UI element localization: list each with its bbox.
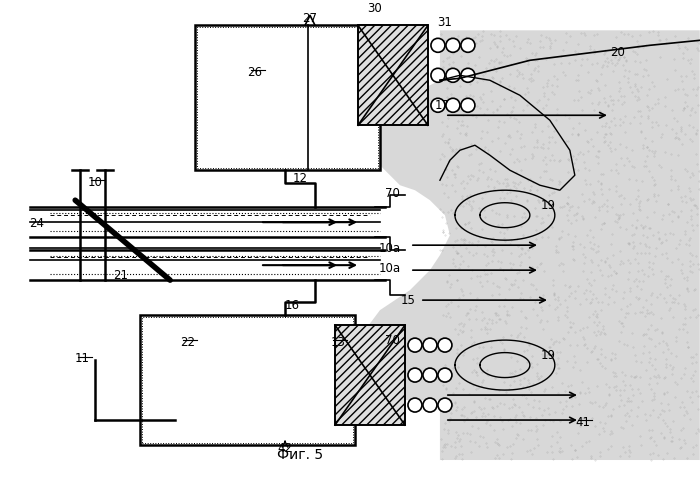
Text: 22: 22 (181, 336, 195, 349)
Text: 30: 30 (368, 2, 382, 15)
Bar (335, 325, 405, 425)
Bar (197, 27, 378, 168)
Bar (142, 317, 353, 443)
Text: 11: 11 (75, 352, 90, 365)
Text: 10a: 10a (379, 262, 401, 275)
Circle shape (423, 338, 437, 352)
Circle shape (408, 398, 422, 412)
Text: 15: 15 (400, 294, 415, 307)
Text: 13: 13 (330, 336, 345, 349)
Text: 70: 70 (384, 187, 400, 200)
Circle shape (431, 98, 445, 112)
Circle shape (446, 38, 460, 52)
Text: 21: 21 (113, 269, 127, 281)
Text: 31: 31 (438, 16, 452, 29)
Text: 12: 12 (293, 172, 307, 185)
Text: 26: 26 (248, 66, 262, 79)
Circle shape (461, 68, 475, 82)
Text: 16: 16 (284, 299, 300, 312)
Text: 27: 27 (302, 12, 318, 25)
Bar (358, 25, 428, 125)
Text: 24: 24 (29, 217, 43, 230)
Polygon shape (360, 30, 700, 460)
Circle shape (438, 398, 452, 412)
Bar (358, 25, 428, 125)
Circle shape (431, 68, 445, 82)
Text: Фиг. 5: Фиг. 5 (277, 448, 323, 462)
Circle shape (438, 368, 452, 382)
Text: 19: 19 (540, 199, 555, 212)
Circle shape (431, 38, 445, 52)
Bar (195, 25, 380, 170)
Text: 19: 19 (540, 349, 555, 361)
Circle shape (446, 98, 460, 112)
Text: 41: 41 (575, 415, 590, 429)
Text: 20: 20 (610, 46, 625, 59)
Circle shape (423, 398, 437, 412)
Circle shape (408, 368, 422, 382)
Circle shape (446, 68, 460, 82)
Text: 70: 70 (384, 334, 400, 347)
Circle shape (408, 338, 422, 352)
Text: 10a: 10a (379, 242, 401, 255)
Text: 42: 42 (277, 442, 293, 454)
Bar (335, 325, 405, 425)
Circle shape (461, 98, 475, 112)
Text: 10: 10 (88, 176, 103, 189)
Circle shape (461, 38, 475, 52)
Text: 17: 17 (435, 99, 449, 112)
Bar (140, 315, 355, 445)
Circle shape (423, 368, 437, 382)
Circle shape (438, 338, 452, 352)
